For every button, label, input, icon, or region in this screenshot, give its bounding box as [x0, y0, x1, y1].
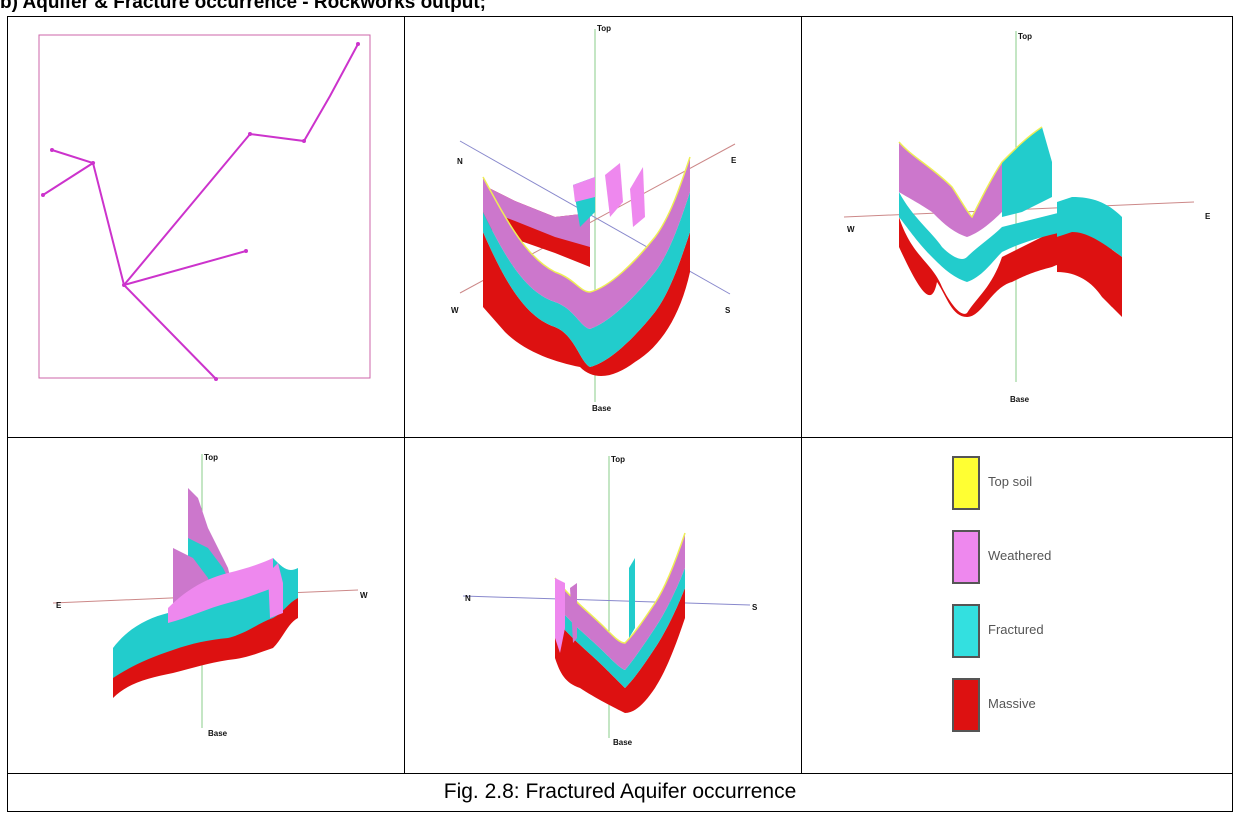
label-n: N [465, 594, 471, 603]
label-top: Top [611, 455, 625, 464]
label-top: Top [1018, 32, 1032, 41]
label-e: E [1205, 212, 1211, 221]
traverse-lines [42, 43, 359, 380]
model-3d-view-3: E W Top Base [52, 453, 368, 738]
panel-3d-view-4: N S Top Base [405, 438, 802, 774]
label-top: Top [204, 453, 218, 462]
swatch-massive [952, 678, 980, 732]
model-3d-view-1: N E W S Top Base [451, 24, 737, 413]
legend-item-weathered: Weathered [952, 530, 1192, 586]
map-stations [41, 42, 360, 381]
line-nw [42, 149, 96, 196]
label-e: E [731, 156, 737, 165]
panel-map [8, 17, 405, 438]
figure-caption: Fig. 2.8: Fractured Aquifer occurrence [443, 780, 797, 803]
swatch-fractured [952, 604, 980, 658]
map-plot [38, 34, 371, 381]
panel-legend: Top soil Weathered Fractured Massive [802, 438, 1232, 774]
panel-3d-view-1: N E W S Top Base [405, 17, 802, 438]
legend-item-fractured: Fractured [952, 604, 1192, 660]
panel-3d-view-3: E W Top Base [8, 438, 405, 774]
label-base: Base [613, 738, 633, 747]
legend-label-weathered: Weathered [988, 548, 1052, 563]
label-base: Base [208, 729, 228, 738]
section-heading: b) Aquifer & Fracture occurrence - Rockw… [0, 0, 486, 13]
swatch-weathered [952, 530, 980, 584]
label-n: N [457, 157, 463, 166]
figure-table: N E W S Top Base W E Top Base [7, 16, 1233, 812]
model-3d-view-4: N S Top Base [462, 455, 758, 747]
label-w: W [451, 306, 459, 315]
label-base: Base [1010, 395, 1030, 404]
map-boundary [38, 34, 371, 379]
line-e [123, 250, 247, 286]
panel-3d-view-2: W E Top Base [802, 17, 1232, 438]
line-ne [92, 43, 359, 288]
label-base: Base [592, 404, 612, 413]
label-s: S [725, 306, 731, 315]
legend-item-massive: Massive [952, 678, 1192, 734]
label-top: Top [597, 24, 611, 33]
legend-label-fractured: Fractured [988, 622, 1044, 637]
legend-label-top-soil: Top soil [988, 474, 1033, 489]
label-w: W [360, 591, 368, 600]
legend: Top soil Weathered Fractured Massive [952, 456, 1192, 756]
legend-label-massive: Massive [988, 696, 1036, 711]
model-3d-view-2: W E Top Base [843, 31, 1211, 404]
label-s: S [752, 603, 758, 612]
swatch-top-soil [952, 456, 980, 510]
line-s [123, 284, 217, 380]
label-e: E [56, 601, 62, 610]
label-w: W [847, 225, 855, 234]
legend-item-top-soil: Top soil [952, 456, 1192, 512]
